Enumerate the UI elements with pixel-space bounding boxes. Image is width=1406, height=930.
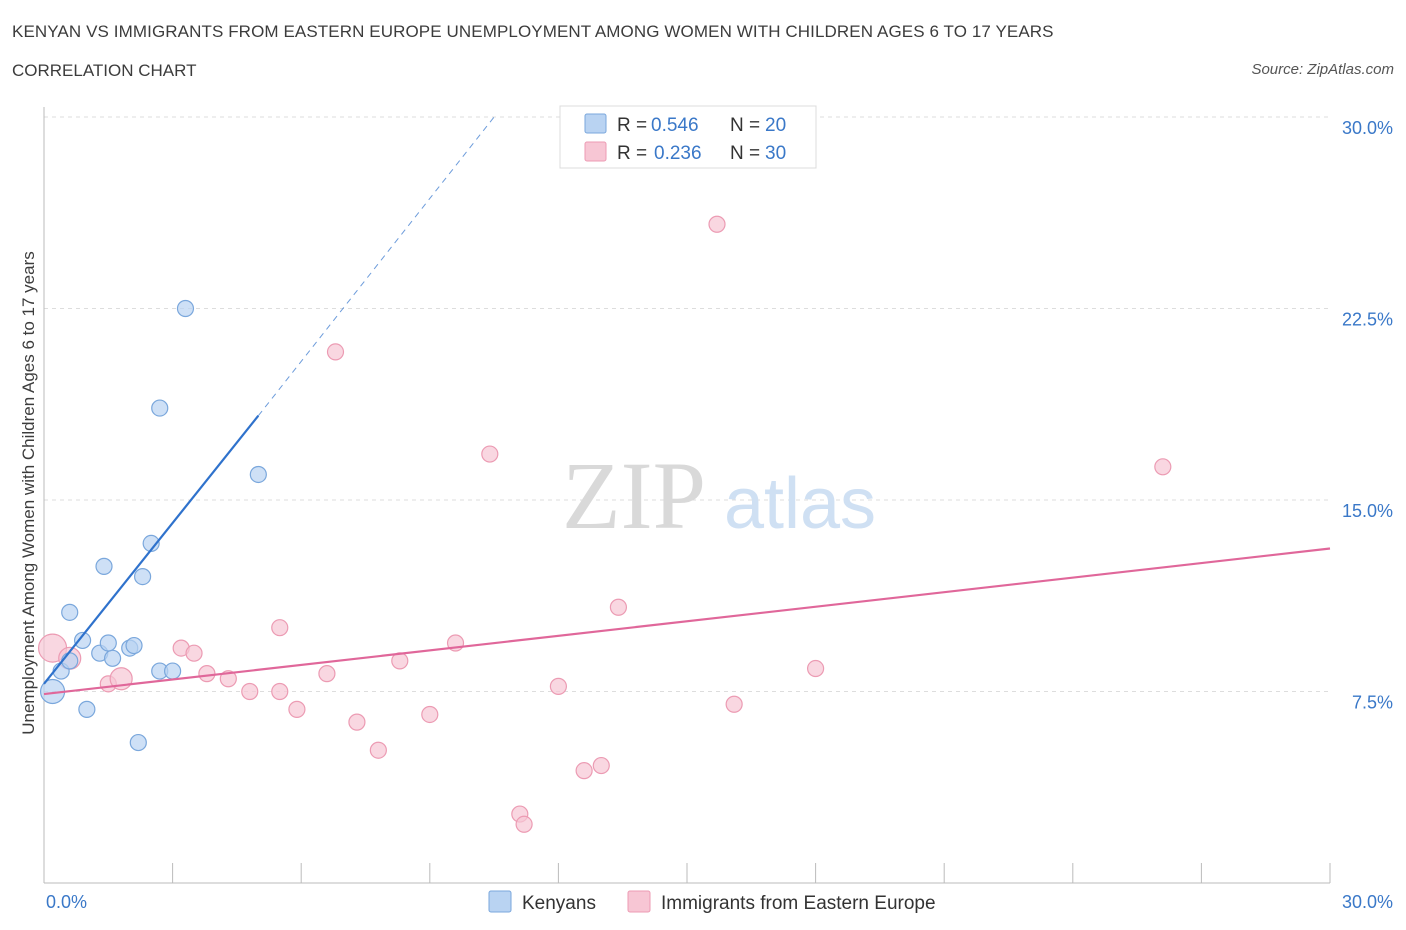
data-point	[99, 634, 117, 652]
data-point	[271, 682, 289, 701]
data-point	[421, 705, 439, 724]
series-kenyans-points	[39, 299, 267, 752]
data-point	[369, 741, 387, 759]
y-tick-label: 15.0%	[1342, 501, 1393, 521]
legend-top-r-value-kenyans: 0.546	[651, 115, 699, 136]
trendlines	[43, 116, 1331, 696]
legend-swatch-kenyans	[488, 890, 512, 913]
data-point	[326, 343, 345, 361]
data-point	[575, 762, 593, 780]
data-point	[133, 567, 152, 586]
legend-label-immigrants: Immigrants from Eastern Europe	[661, 893, 936, 914]
legend-top-n-value-kenyans: 20	[765, 115, 786, 136]
legend-swatch-immigrants	[627, 890, 651, 913]
y-axis-label: Unemployment Among Women with Children A…	[19, 251, 38, 735]
data-point	[271, 619, 289, 637]
data-point	[164, 662, 182, 680]
data-point	[241, 682, 259, 701]
data-point	[249, 465, 267, 484]
watermark: ZIP atlas	[562, 442, 876, 549]
legend-top-r-label-kenyans: R =	[617, 115, 647, 136]
x-tick-labels: 0.0% 30.0%	[46, 892, 1393, 912]
x-tick-label-right: 30.0%	[1342, 892, 1393, 912]
legend-top-swatch-immigrants	[584, 141, 607, 162]
data-point	[481, 445, 499, 463]
legend-top-r-label-immigrants: R =	[617, 143, 647, 164]
data-point	[78, 700, 96, 718]
data-point	[198, 665, 216, 683]
data-point	[515, 815, 533, 833]
y-tick-label: 30.0%	[1342, 118, 1393, 138]
watermark-atlas: atlas	[724, 464, 876, 544]
data-point	[61, 652, 79, 670]
grid-lines	[44, 116, 1330, 692]
data-point	[125, 636, 143, 655]
data-point	[806, 659, 825, 678]
y-axis-label-group: Unemployment Among Women with Children A…	[19, 251, 38, 735]
data-point	[61, 603, 79, 621]
legend-top-n-value-immigrants: 30	[765, 143, 786, 164]
legend-label-kenyans: Kenyans	[522, 893, 596, 914]
legend-top: R = 0.546 N = 20 R = 0.236 N = 30	[559, 105, 817, 169]
data-point	[549, 677, 568, 695]
data-point	[725, 695, 743, 713]
legend-top-swatch-kenyans	[584, 113, 607, 134]
trendline-kenyans-extension	[257, 116, 495, 417]
y-tick-label: 22.5%	[1342, 310, 1393, 330]
data-point	[103, 649, 122, 667]
watermark-zip: ZIP	[562, 442, 706, 549]
y-tick-label: 7.5%	[1352, 693, 1393, 713]
data-point	[185, 644, 203, 662]
data-point	[348, 713, 366, 731]
data-point	[708, 215, 726, 233]
legend-top-n-label-immigrants: N =	[730, 143, 760, 164]
data-point	[592, 756, 610, 775]
x-tick-label-left: 0.0%	[46, 892, 87, 912]
chart-title: KENYAN VS IMMIGRANTS FROM EASTERN EUROPE…	[12, 22, 1054, 41]
data-point	[609, 598, 628, 616]
data-point	[129, 733, 147, 752]
source-label: Source: ZipAtlas.com	[1251, 61, 1394, 78]
axes	[43, 107, 1331, 884]
data-point	[288, 700, 306, 718]
data-point	[1154, 458, 1172, 476]
data-point	[176, 299, 195, 318]
data-point	[151, 399, 169, 417]
legend-top-n-label-kenyans: N =	[730, 115, 760, 136]
trendline-kenyans	[43, 415, 260, 685]
y-tick-labels: 7.5% 15.0% 22.5% 30.0%	[1342, 118, 1393, 713]
chart-subtitle: CORRELATION CHART	[12, 61, 197, 80]
legend-bottom: Kenyans Immigrants from Eastern Europe	[488, 890, 936, 914]
data-point	[318, 665, 336, 683]
trendline-immigrants	[43, 547, 1331, 696]
data-point	[95, 557, 113, 575]
data-point	[73, 631, 92, 650]
legend-top-r-value-immigrants: 0.236	[654, 143, 702, 164]
